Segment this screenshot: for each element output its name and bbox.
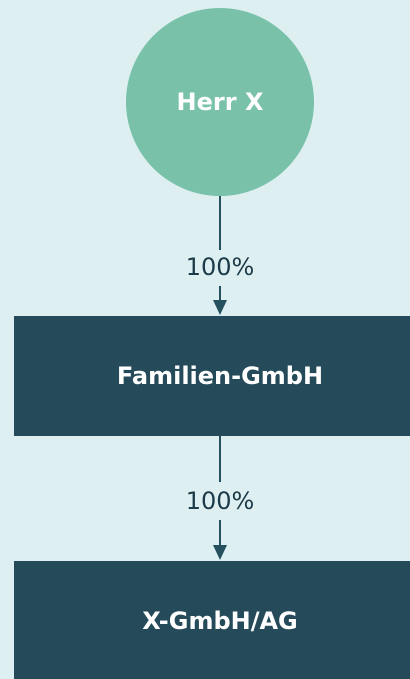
edge-label: 100% [186,487,255,515]
arrowhead [213,545,227,560]
node-label: Familien-GmbH [117,362,323,390]
arrowhead [213,300,227,315]
company-node [14,316,410,436]
company-node [14,561,410,679]
edge-label: 100% [186,253,255,281]
person-node [126,8,314,196]
node-label: X-GmbH/AG [142,607,298,635]
node-label: Herr X [177,88,264,116]
